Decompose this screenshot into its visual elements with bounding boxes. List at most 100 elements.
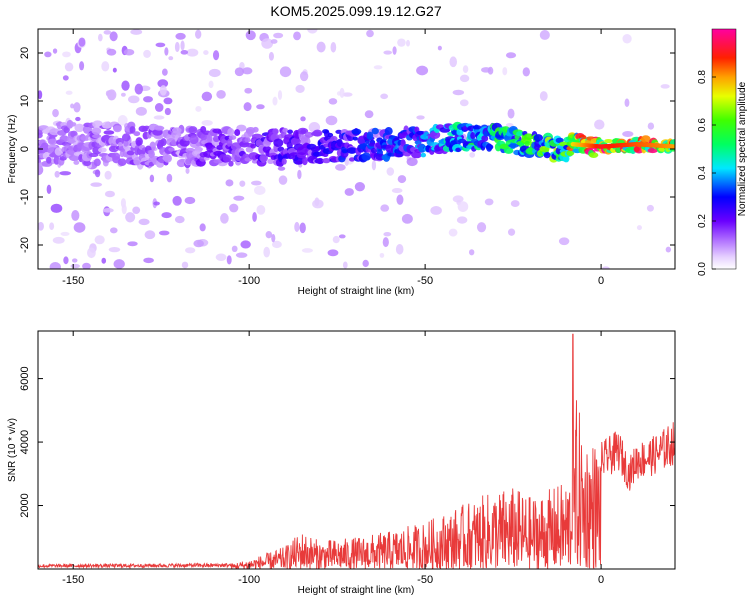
spectrogram-noise-blob bbox=[180, 40, 185, 51]
spectrogram-ridge-blob bbox=[121, 133, 131, 142]
spectrogram-ridge-blob bbox=[135, 137, 143, 147]
spectrogram-noise-blob bbox=[62, 75, 69, 81]
spectrogram-noise-blob bbox=[101, 61, 110, 72]
spectrogram-ridge-blob bbox=[152, 128, 163, 136]
spectrogram-noise-blob bbox=[344, 188, 354, 196]
spectrogram-ridge-blob bbox=[123, 140, 129, 147]
spectrogram-noise-blob bbox=[185, 167, 190, 174]
spectrogram-noise-blob bbox=[339, 87, 345, 98]
spectrogram-noise-blob bbox=[174, 215, 185, 224]
spectrogram-noise-blob bbox=[457, 201, 469, 212]
colorbar-tick-label: 0.6 bbox=[697, 118, 708, 132]
spectrogram-ridge-blob bbox=[312, 129, 323, 137]
spectrogram-noise-blob bbox=[502, 67, 508, 76]
spectrogram-noise-blob bbox=[153, 201, 160, 206]
spectrogram-noise-blob bbox=[149, 174, 155, 183]
spectrogram-x-tick-label: -50 bbox=[417, 275, 433, 287]
spectrogram-ridge-blob bbox=[117, 158, 127, 166]
spectrogram-ridge-blob bbox=[226, 138, 233, 147]
spectrogram-noise-blob bbox=[38, 164, 44, 176]
spectrogram-noise-blob bbox=[185, 247, 196, 254]
spectrogram-ridge-blob bbox=[516, 131, 523, 137]
spectrogram-noise-blob bbox=[278, 175, 288, 185]
spectrogram-noise-blob bbox=[636, 225, 642, 231]
spectrogram-noise-blob bbox=[109, 227, 118, 234]
spectrogram-noise-blob bbox=[134, 83, 143, 95]
spectrogram-noise-blob bbox=[279, 66, 292, 78]
spectrogram-core-blob bbox=[671, 144, 675, 149]
spectrogram-ridge-blob bbox=[234, 129, 241, 136]
spectrogram-ridge-blob bbox=[113, 125, 122, 133]
spectrogram-noise-blob bbox=[307, 29, 318, 34]
snr-y-axis: 2000 4000 6000 bbox=[19, 366, 675, 518]
spectrogram-noise-blob bbox=[208, 80, 214, 89]
spectrogram-noise-blob bbox=[127, 95, 140, 104]
spectrogram-noise-blob bbox=[123, 48, 135, 56]
spectrogram-noise-blob bbox=[328, 98, 338, 105]
spectrogram-noise-blob bbox=[73, 222, 86, 233]
colorbar-axis: 0.0 0.2 0.4 0.6 0.8 bbox=[697, 70, 716, 276]
spectrogram-ridge-blob bbox=[228, 135, 237, 140]
snr-x-label: Height of straight line (km) bbox=[298, 585, 415, 596]
spectrogram-ridge-blob bbox=[647, 148, 658, 154]
spectrogram-noise-blob bbox=[383, 232, 392, 237]
spectrogram-noise-blob bbox=[243, 102, 252, 112]
spectrogram-noise-blob bbox=[462, 65, 469, 74]
spectrogram-ridge-blob bbox=[250, 143, 256, 149]
spectrogram-noise-blob bbox=[158, 230, 170, 236]
spectrogram-noise-blob bbox=[225, 179, 234, 187]
spectrogram-noise-blob bbox=[505, 52, 517, 59]
spectrogram-noise-blob bbox=[127, 241, 138, 247]
spectrogram-noise-blob bbox=[138, 218, 150, 226]
spectrogram-noise-blob bbox=[430, 206, 442, 215]
spectrogram-ridge-blob bbox=[244, 137, 251, 143]
spectrogram-x-tick-label: -150 bbox=[62, 275, 84, 287]
spectrogram-ridge-blob bbox=[322, 158, 331, 164]
spectrogram-noise-blob bbox=[130, 29, 143, 35]
spectrogram-noise-blob bbox=[406, 157, 418, 167]
spectrogram-ridge-blob bbox=[282, 127, 289, 133]
spectrogram-y-tick-label: 0 bbox=[19, 146, 31, 152]
spectrogram-noise-blob bbox=[52, 48, 58, 54]
spectrogram-ridge-blob bbox=[287, 129, 294, 135]
spectrogram-noise-blob bbox=[364, 110, 374, 119]
spectrogram-ridge-blob bbox=[111, 152, 121, 160]
spectrogram-noise-blob bbox=[379, 252, 385, 258]
spectrogram-ridge-blob bbox=[366, 131, 374, 140]
spectrogram-noise-blob bbox=[395, 243, 404, 255]
spectrogram-ridge-blob bbox=[251, 159, 259, 164]
spectrogram-noise-blob bbox=[104, 170, 112, 180]
spectrogram-ridge-blob bbox=[171, 127, 182, 134]
spectrogram-noise-blob bbox=[272, 96, 278, 106]
spectrogram-noise-blob bbox=[215, 253, 227, 262]
spectrogram-noise-blob bbox=[63, 256, 69, 265]
spectrogram-noise-blob bbox=[164, 107, 171, 116]
snr-x-axis: -150 -100 -50 0 bbox=[62, 331, 604, 586]
spectrogram-ridge-blob bbox=[634, 146, 640, 152]
spectrogram-noise-blob bbox=[94, 169, 101, 178]
spectrogram-noise-blob bbox=[38, 90, 43, 100]
spectrogram-y-axis: -20 -10 0 10 20 bbox=[19, 47, 675, 253]
spectrogram-noise-blob bbox=[449, 56, 458, 68]
spectrogram-ridge-blob bbox=[555, 137, 564, 144]
spectrogram-noise-blob bbox=[103, 30, 112, 35]
spectrogram-noise-blob bbox=[452, 195, 464, 203]
spectrogram-y-tick-label: -20 bbox=[19, 237, 31, 253]
spectrogram-noise-blob bbox=[293, 31, 301, 41]
spectrogram-ridge-blob bbox=[455, 147, 462, 153]
spectrogram-noise-blob bbox=[104, 190, 115, 198]
spectrogram-ridge-blob bbox=[351, 128, 362, 135]
spectrogram-noise-blob bbox=[101, 257, 107, 264]
spectrogram-noise-blob bbox=[162, 68, 168, 76]
spectrogram-noise-blob bbox=[342, 261, 348, 269]
spectrogram-ridge-blob bbox=[348, 157, 356, 162]
spectrogram-noise-blob bbox=[273, 32, 284, 39]
spectrogram-noise-blob bbox=[250, 180, 262, 186]
spectrogram-ridge-blob bbox=[73, 160, 80, 165]
spectrogram-noise-blob bbox=[216, 90, 226, 99]
spectrogram-noise-blob bbox=[78, 37, 86, 47]
spectrogram-noise-blob bbox=[79, 61, 85, 71]
snr-x-tick-label: -50 bbox=[417, 574, 433, 586]
spectrogram-noise-blob bbox=[199, 223, 206, 232]
spectrogram-y-tick-label: -10 bbox=[19, 189, 31, 205]
